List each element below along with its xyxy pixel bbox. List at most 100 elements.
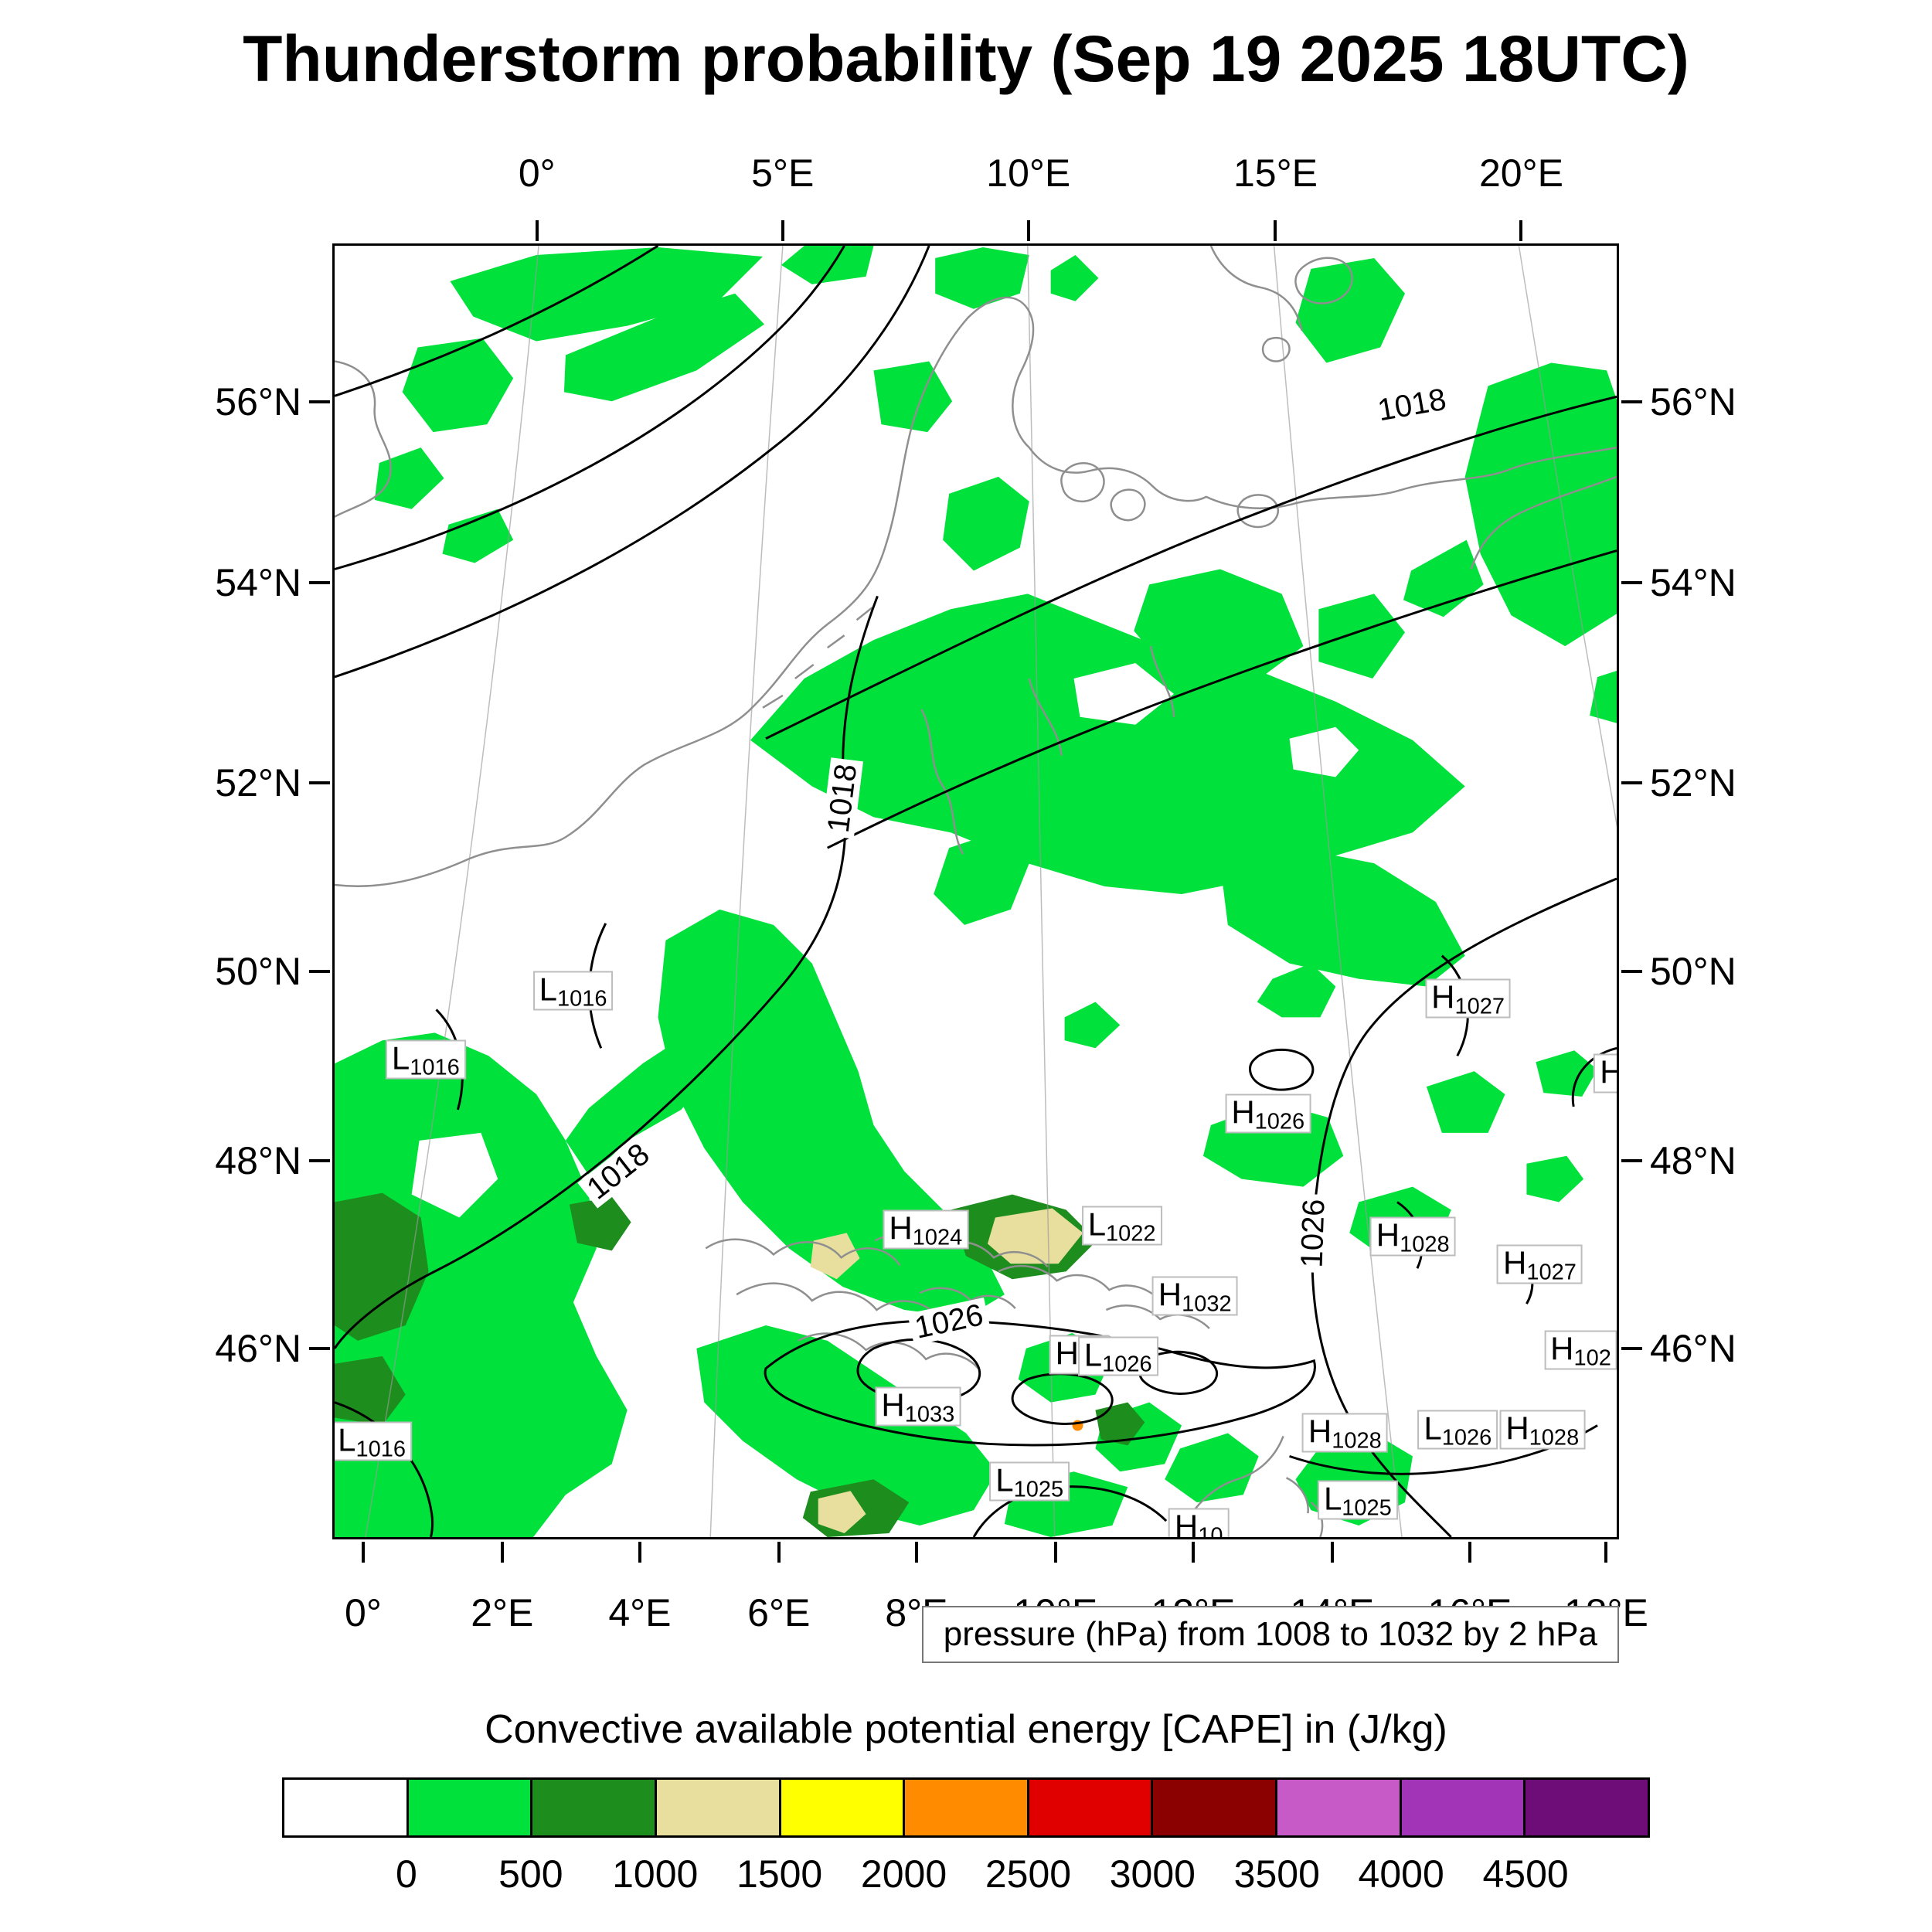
axis-tick-left <box>309 781 330 784</box>
axis-label-top: 15°E <box>1233 151 1318 195</box>
pressure-letter: H <box>1600 1056 1617 1089</box>
pressure-letter: H <box>1505 1410 1529 1447</box>
pressure-center-l1016: L 1016 <box>385 1039 466 1080</box>
colorbar-cell-4 <box>778 1780 903 1835</box>
pressure-center-h1028: H 1028 <box>1499 1410 1586 1451</box>
colorbar-tick-label: 2000 <box>860 1852 947 1896</box>
pressure-value: 1032 <box>1182 1291 1232 1317</box>
axis-label-bottom: 0° <box>345 1591 382 1634</box>
pressure-center-l1026: L 1026 <box>1417 1410 1498 1450</box>
colorbar-cell-7 <box>1151 1780 1276 1835</box>
colorbar-tick-label: 3500 <box>1233 1852 1320 1896</box>
pressure-center-h1026: H 1026 <box>1225 1094 1311 1134</box>
axis-label-left: 52°N <box>215 760 301 804</box>
isobar-label-1026: 1026 <box>1294 1194 1331 1274</box>
colorbar-tick-label: 1500 <box>736 1852 823 1896</box>
pressure-value: 1024 <box>912 1225 963 1250</box>
map-plot-area: L1016L1016L1016H1024L1022H1026H1027HH102… <box>332 243 1619 1539</box>
axis-tick-top <box>781 220 784 241</box>
pressure-center-l1025: L 1025 <box>1317 1480 1398 1520</box>
axis-label-left: 48°N <box>215 1139 301 1183</box>
cape-fill-layer <box>335 246 1617 1537</box>
axis-tick-top <box>535 220 539 241</box>
pressure-letter: L <box>1423 1410 1442 1447</box>
pressure-letter: H <box>1308 1413 1332 1450</box>
legend-title: Convective available potential energy [C… <box>485 1707 1447 1752</box>
colorbar-cell-8 <box>1275 1780 1400 1835</box>
axis-tick-right <box>1621 1159 1642 1163</box>
colorbar-cell-9 <box>1399 1780 1524 1835</box>
colorbar-tick-label: 4000 <box>1358 1852 1444 1896</box>
colorbar-tick-label: 1000 <box>612 1852 699 1896</box>
pressure-letter: L <box>995 1461 1014 1498</box>
pressure-letter: H <box>1376 1216 1400 1253</box>
colorbar-cell-6 <box>1026 1780 1151 1835</box>
axis-tick-bottom <box>500 1542 504 1563</box>
pressure-center-h1027: H 1027 <box>1425 978 1511 1019</box>
coastline-layer <box>335 246 1617 1537</box>
axis-tick-right <box>1621 1347 1642 1351</box>
pressure-center-h1028: H 1028 <box>1369 1216 1456 1257</box>
axis-tick-left <box>309 970 330 974</box>
axis-tick-left <box>309 1347 330 1351</box>
pressure-value: 1027 <box>1526 1260 1577 1285</box>
pressure-center-l1022: L 1022 <box>1081 1206 1162 1246</box>
pressure-letter: H <box>1231 1094 1255 1131</box>
pressure-center-l1016: L 1016 <box>532 971 614 1012</box>
axis-label-left: 56°N <box>215 379 301 423</box>
axis-label-right: 52°N <box>1650 760 1736 804</box>
pressure-value: 1033 <box>904 1402 955 1427</box>
pressure-center-h1027: H 1027 <box>1497 1244 1583 1285</box>
pressure-letter: L <box>1323 1480 1342 1517</box>
pressure-value: 1028 <box>1529 1425 1580 1451</box>
pressure-value: 10 <box>1198 1523 1223 1539</box>
axis-tick-bottom <box>1468 1542 1471 1563</box>
colorbar-cell-5 <box>903 1780 1027 1835</box>
axis-label-right: 54°N <box>1650 561 1736 605</box>
pressure-letter: L <box>1087 1206 1107 1243</box>
pressure-center-h1024: H 1024 <box>883 1209 969 1250</box>
axis-tick-left <box>309 400 330 403</box>
pressure-letter: L <box>391 1039 410 1077</box>
pressure-value: 1028 <box>1400 1232 1450 1257</box>
pressure-value: 1016 <box>556 986 607 1012</box>
axis-tick-right <box>1621 970 1642 974</box>
axis-tick-bottom <box>1191 1542 1195 1563</box>
axis-label-bottom: 4°E <box>608 1591 672 1634</box>
pressure-value: 1026 <box>1441 1425 1492 1451</box>
axis-label-bottom: 6°E <box>747 1591 811 1634</box>
map-svg <box>335 246 1617 1537</box>
axis-tick-bottom <box>1604 1542 1608 1563</box>
axis-tick-top <box>1026 220 1030 241</box>
colorbar-cell-0 <box>284 1780 406 1835</box>
axis-label-right: 56°N <box>1650 379 1736 423</box>
pressure-letter: H <box>1550 1330 1574 1367</box>
axis-tick-bottom <box>361 1542 365 1563</box>
axis-label-left: 50°N <box>215 950 301 994</box>
axis-tick-top <box>1274 220 1277 241</box>
axis-tick-bottom <box>1053 1542 1057 1563</box>
pressure-value: 1016 <box>410 1055 460 1080</box>
map-wrap: L1016L1016L1016H1024L1022H1026H1027HH102… <box>215 151 1736 1634</box>
axis-label-left: 54°N <box>215 561 301 605</box>
axis-tick-left <box>309 1159 330 1163</box>
pressure-center-h1032: H 1032 <box>1151 1276 1238 1317</box>
axis-tick-bottom <box>914 1542 918 1563</box>
axis-tick-right <box>1621 400 1642 403</box>
pressure-center-h1028: H 1028 <box>1301 1413 1388 1453</box>
pressure-value: 102 <box>1573 1345 1611 1371</box>
axis-label-right: 48°N <box>1650 1139 1736 1183</box>
pressure-value: 1026 <box>1254 1109 1305 1134</box>
colorbar-cell-2 <box>530 1780 655 1835</box>
axis-tick-bottom <box>1330 1542 1334 1563</box>
axis-label-right: 50°N <box>1650 950 1736 994</box>
colorbar-tick-label: 3000 <box>1109 1852 1196 1896</box>
pressure-center-hx: H <box>1594 1053 1617 1094</box>
chart-title: Thunderstorm probability (Sep 19 2025 18… <box>243 22 1689 95</box>
pressure-letter: L <box>338 1421 356 1458</box>
axis-tick-bottom <box>777 1542 781 1563</box>
pressure-value: 1027 <box>1454 994 1505 1019</box>
pressure-value: 1016 <box>355 1437 406 1462</box>
axis-tick-right <box>1621 581 1642 585</box>
